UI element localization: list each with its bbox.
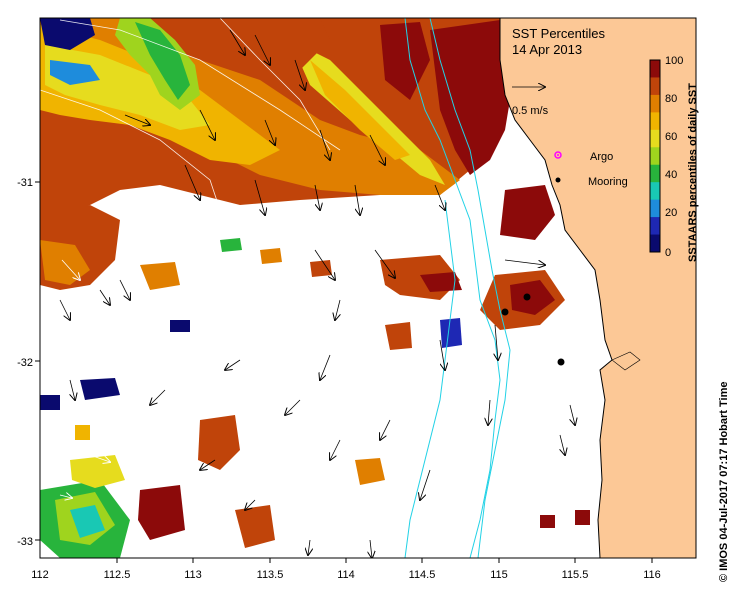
plot-frame (39, 17, 697, 559)
speed-legend-label: 0.5 m/s (512, 105, 549, 117)
argo-legend-icon (554, 151, 562, 159)
title-line-1: SST Percentiles (512, 26, 605, 41)
colorbar-segment (650, 94, 660, 113)
x-tick-115: 115 (490, 569, 508, 581)
x-tick-113-5: 113.5 (257, 569, 284, 581)
cbar-tick-60: 60 (665, 131, 677, 143)
current-vectors-white (59, 259, 110, 498)
cbar-tick-20: 20 (665, 207, 677, 219)
colorbar-segment (650, 77, 660, 96)
y-tick-31: -31 (17, 177, 33, 189)
cbar-tick-0: 0 (665, 247, 671, 259)
x-tick-115-5: 115.5 (562, 569, 589, 581)
colorbar-segment (650, 199, 660, 218)
x-tick-114-5: 114.5 (409, 569, 436, 581)
argo-legend-label: Argo (590, 151, 613, 163)
current-vectors (59, 29, 575, 558)
colorbar-label: SSTAARS percentiles of daily SST (687, 83, 699, 262)
imos-credit: © IMOS 04-Jul-2017 07:17 Hobart Time (718, 382, 730, 582)
colorbar-segment (650, 147, 660, 166)
colorbar-segment (650, 60, 660, 78)
plot-area (40, 18, 696, 558)
cbar-tick-40: 40 (665, 169, 677, 181)
x-tick-114: 114 (337, 569, 355, 581)
colorbar (649, 59, 661, 253)
colorbar-segment (650, 182, 660, 201)
mooring-legend-label: Mooring (588, 176, 628, 188)
colorbar-segment (650, 112, 660, 131)
cbar-tick-100: 100 (665, 55, 683, 67)
bathymetry-contours (404, 18, 511, 558)
colorbar-segment (650, 217, 660, 236)
x-tick-116: 116 (643, 569, 661, 581)
x-tick-marks (116, 558, 653, 563)
y-tick-32: -32 (17, 357, 33, 369)
x-tick-112: 112 (31, 569, 49, 581)
white-contours (40, 18, 341, 211)
y-tick-33: -33 (17, 536, 33, 548)
colorbar-segment (650, 164, 660, 183)
mooring-legend-icon (555, 177, 561, 183)
title-line-2: 14 Apr 2013 (512, 42, 582, 57)
x-tick-112-5: 112.5 (104, 569, 131, 581)
colorbar-segment (650, 129, 660, 148)
x-axis: 112 112.5 113 113.5 114 114.5 115 115.5 … (31, 569, 661, 581)
colorbar-segment (650, 234, 660, 253)
colorbar-frame (649, 59, 661, 253)
x-tick-113: 113 (184, 569, 202, 581)
mooring-markers (501, 293, 565, 366)
y-tick-marks (35, 181, 40, 541)
y-axis: -31 -32 -33 (17, 177, 33, 548)
coastline (499, 18, 613, 558)
colorbar-ticks: 100 80 60 40 20 0 (665, 55, 683, 259)
cbar-tick-80: 80 (665, 93, 677, 105)
